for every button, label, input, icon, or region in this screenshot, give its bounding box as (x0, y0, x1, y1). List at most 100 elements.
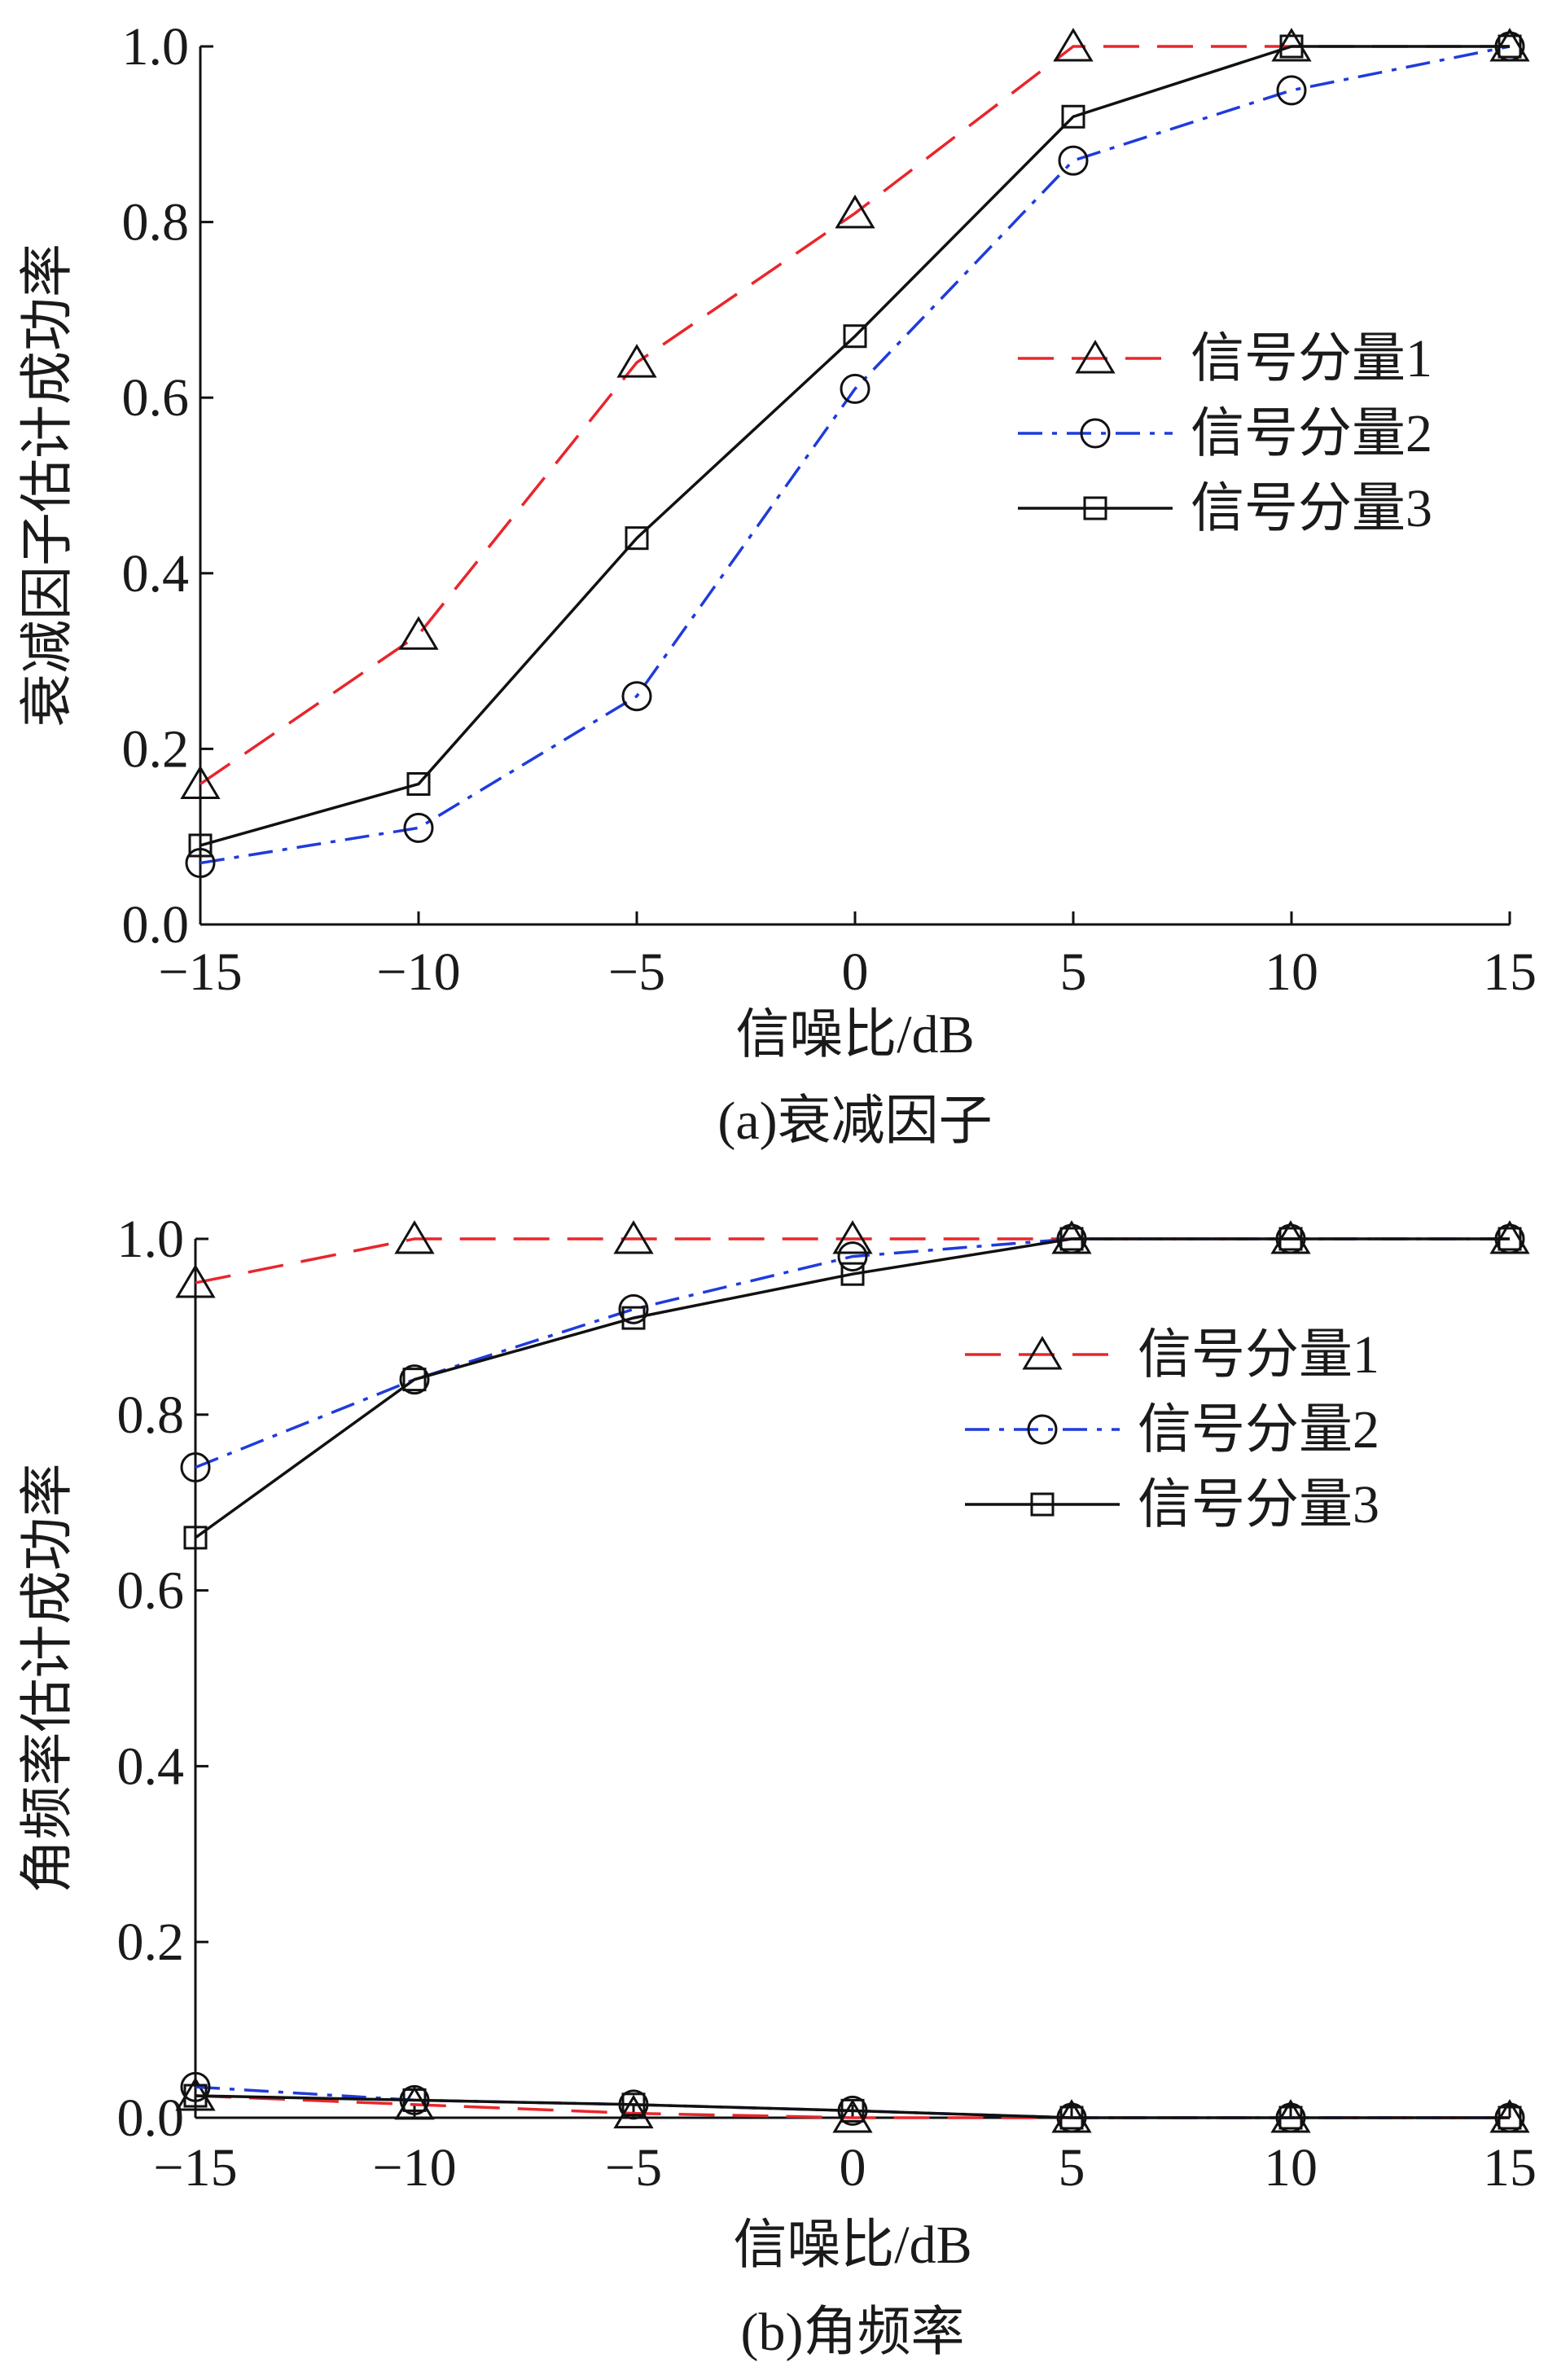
data-point-square (1498, 34, 1522, 59)
data-point-circle (180, 2071, 211, 2102)
data-point-triangle (832, 2099, 873, 2133)
legend: 信号分量1 信号分量2 信号分量3 (1018, 329, 1432, 538)
data-point-circle (621, 681, 652, 712)
legend-marker-circle (1080, 418, 1111, 449)
x-tick-label: 0 (840, 2138, 866, 2198)
x-tick-label: 10 (1265, 942, 1318, 1002)
data-point-circle (399, 1364, 430, 1395)
legend-marker-triangle (1022, 1336, 1063, 1370)
data-point-circle (1058, 145, 1089, 176)
legend-label: 信号分量3 (1138, 1475, 1379, 1535)
data-point-circle (185, 848, 216, 879)
legend-marker-square (1030, 1492, 1055, 1517)
data-point-square (1278, 2106, 1303, 2130)
data-point-triangle (175, 1264, 216, 1298)
data-point-square (402, 2088, 427, 2112)
legend-marker-circle (1027, 1414, 1058, 1445)
y-tick-label: 0.8 (122, 193, 190, 252)
y-tick-label: 0.8 (117, 1385, 185, 1445)
data-point-circle (1276, 75, 1307, 106)
legend-label: 信号分量1 (1138, 1325, 1379, 1385)
y-tick-label: 0.2 (117, 1912, 185, 1972)
legend-label: 信号分量2 (1191, 404, 1432, 463)
data-point-triangle (1053, 28, 1094, 62)
y-tick-label: 1.0 (117, 1210, 185, 1269)
x-tick-label: 5 (1059, 2138, 1085, 2198)
panel-caption: (a)衰减因子 (717, 1091, 992, 1151)
y-tick-label: 0.6 (117, 1561, 185, 1621)
x-tick-label: 0 (842, 942, 869, 1002)
x-tick-label: 10 (1264, 2138, 1318, 2198)
data-point-triangle (835, 194, 875, 229)
data-point-square (1278, 1227, 1303, 1251)
x-axis-title: 信噪比/dB (733, 2215, 971, 2275)
x-tick-label: 15 (1483, 942, 1537, 1002)
series-line (200, 45, 1510, 847)
panel-a: 0.0 0.2 0.4 0.6 0.8 1.0 −15 −10 −5 0 5 10 15 信噪比/dB 衰减… (18, 17, 1537, 1151)
x-tick-label: −5 (608, 942, 665, 1002)
data-point-square (1279, 34, 1304, 59)
x-axis-title: 信噪比/dB (735, 1005, 974, 1065)
data-point-triangle (613, 2094, 654, 2129)
data-point-square (1059, 2106, 1084, 2130)
x-tick-label: 15 (1483, 2138, 1537, 2198)
data-point-square (188, 833, 213, 858)
y-tick-label: 0.6 (122, 368, 190, 428)
data-point-circle (403, 812, 434, 843)
data-point-triangle (613, 1220, 654, 1254)
data-point-square (840, 1262, 865, 1286)
data-point-triangle (394, 1220, 435, 1254)
data-point-circle (618, 1293, 649, 1324)
data-point-square (183, 2084, 208, 2108)
legend-marker-square (1083, 496, 1107, 520)
data-point-square (1061, 104, 1085, 129)
x-tick-label: −15 (153, 2138, 237, 2198)
panel-caption: (b)角频率 (741, 2303, 965, 2362)
y-tick-label: 0.0 (122, 895, 190, 955)
y-tick-label: 0.0 (117, 2088, 185, 2148)
data-point-square (1498, 1227, 1522, 1251)
data-point-square (621, 2092, 646, 2117)
y-tick-label: 0.4 (122, 544, 190, 604)
data-point-square (625, 526, 649, 551)
x-tick-label: −5 (605, 2138, 662, 2198)
series-3 (183, 1227, 1522, 1550)
series-6 (183, 2084, 1522, 2130)
data-point-square (843, 324, 867, 349)
series-line (195, 1237, 1510, 1284)
legend-label: 信号分量3 (1191, 479, 1432, 538)
data-point-square (1498, 2106, 1522, 2130)
y-axis-title: 衰减因子估计成功率 (18, 244, 77, 727)
data-point-circle (837, 1241, 868, 1272)
y-tick-label: 0.2 (122, 719, 190, 779)
series-line (200, 45, 1511, 865)
data-point-triangle (616, 344, 657, 378)
data-point-square (1059, 1227, 1084, 1251)
data-point-square (621, 1306, 646, 1330)
data-point-circle (840, 373, 870, 404)
panel-b: 0.0 0.2 0.4 0.6 0.8 1.0 −15 −10 −5 0 5 10 15 信噪比/dB 角频… (18, 1210, 1537, 2362)
data-point-triangle (398, 616, 439, 650)
data-point-square (183, 1526, 208, 1550)
data-point-circle (180, 1452, 211, 1483)
data-point-square (406, 772, 431, 797)
x-tick-label: −10 (376, 942, 460, 1002)
data-point-triangle (180, 765, 221, 800)
legend-marker-triangle (1075, 340, 1116, 374)
data-point-triangle (832, 1220, 873, 1254)
x-tick-label: −15 (158, 942, 242, 1002)
series-2 (185, 31, 1525, 879)
data-point-triangle (394, 2085, 435, 2120)
legend-label: 信号分量1 (1191, 329, 1432, 389)
y-tick-label: 0.4 (117, 1737, 185, 1796)
legend-label: 信号分量2 (1138, 1400, 1379, 1460)
data-point-square (402, 1368, 427, 1392)
x-tick-label: 5 (1060, 942, 1087, 1002)
x-tick-label: −10 (372, 2138, 456, 2198)
y-axis-title: 角频率估计成功率 (18, 1464, 77, 1894)
legend: 信号分量1 信号分量2 信号分量3 (965, 1325, 1379, 1535)
series-line (195, 2094, 1510, 2119)
series-3 (188, 34, 1522, 858)
y-tick-label: 1.0 (122, 17, 190, 77)
